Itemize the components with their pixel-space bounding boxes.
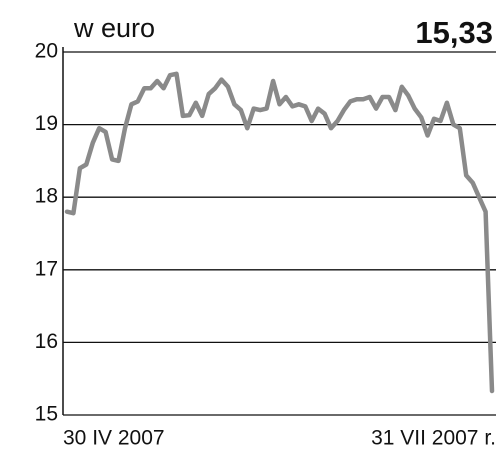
y-tick-label: 19 bbox=[35, 112, 58, 135]
chart-title: w euro bbox=[73, 13, 155, 43]
y-tick-label: 16 bbox=[35, 330, 58, 353]
x-tick-label: 31 VII 2007 r. bbox=[371, 427, 496, 450]
x-tick-label: 30 IV 2007 bbox=[63, 427, 165, 450]
y-tick-label: 18 bbox=[35, 185, 58, 208]
y-tick-label: 17 bbox=[35, 257, 58, 280]
y-tick-label: 20 bbox=[35, 40, 58, 63]
last-value-annotation: 15,33 bbox=[415, 15, 493, 50]
series-line bbox=[64, 71, 495, 394]
y-tick-label: 15 bbox=[35, 403, 58, 426]
